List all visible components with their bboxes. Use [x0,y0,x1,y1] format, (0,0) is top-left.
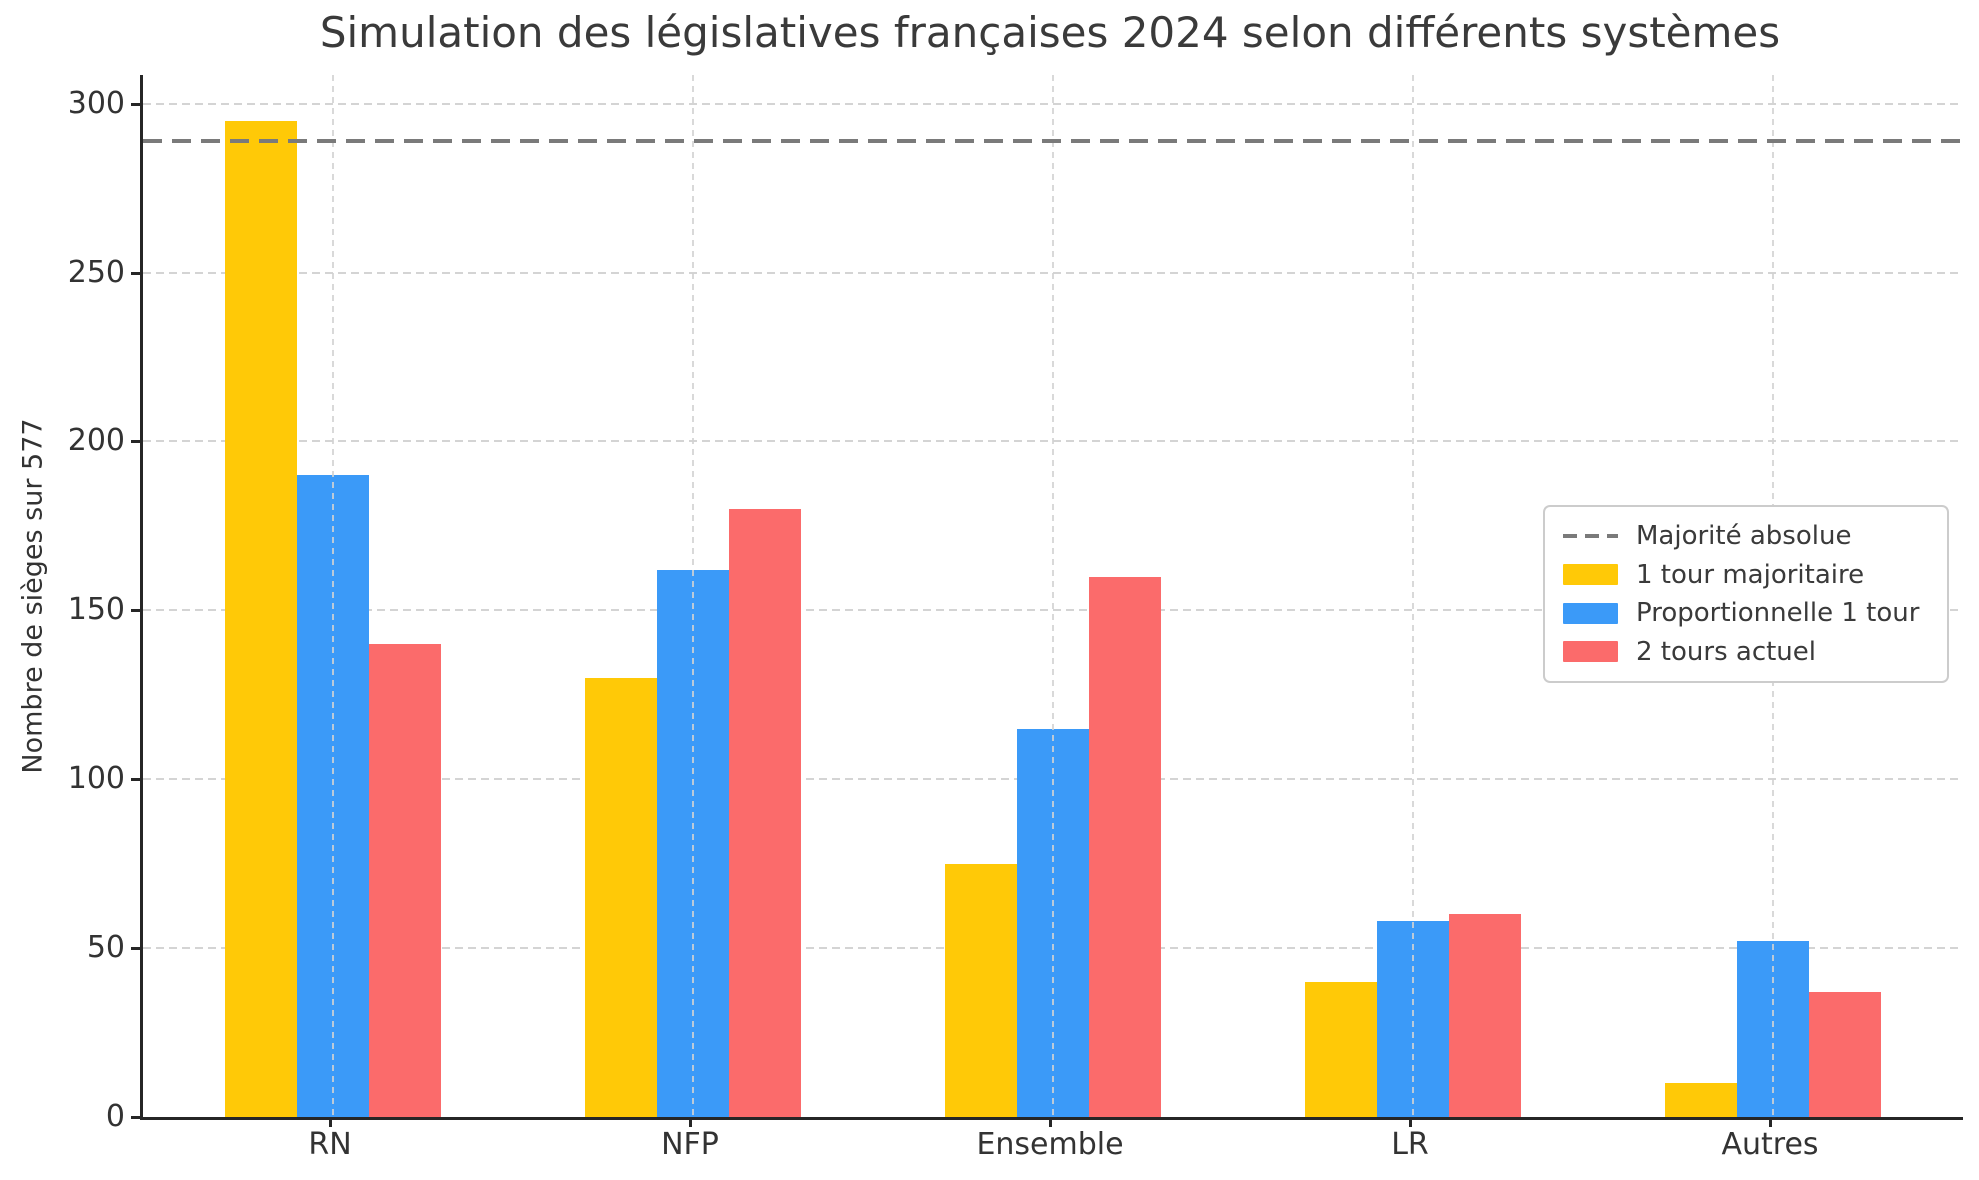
bar-nfp-2-tours-actuel [729,509,801,1117]
y-tick-mark-200 [131,440,140,444]
y-tick-mark-50 [131,947,140,951]
x-tick-mark-autres [1769,1117,1772,1127]
y-tick-mark-300 [131,102,140,106]
x-tick-label-nfp: NFP [661,1127,719,1162]
bar-lr-1-tour-majoritaire [1305,981,1377,1117]
x-tick-label-autres: Autres [1721,1127,1819,1162]
bar-ensemble-1-tour-majoritaire [945,863,1017,1117]
bar-rn-1-tour-majoritaire [225,120,297,1117]
series-color-swatch [1563,564,1618,586]
bar-rn-2-tours-actuel [369,644,441,1117]
bar-ensemble-2-tours-actuel [1089,576,1161,1117]
y-tick-mark-250 [131,271,140,275]
plot-area [140,75,1963,1120]
y-tick-mark-100 [131,778,140,782]
legend-item-1-tour-majoritaire: 1 tour majoritaire [1563,560,1929,590]
chart-title: Simulation des législatives françaises 2… [319,8,1781,57]
v-gridline-ensemble [1052,75,1054,1117]
y-tick-label-50: 50 [86,930,125,966]
dashed-line-swatch [1563,534,1618,539]
x-tick-label-ensemble: Ensemble [976,1127,1124,1162]
v-gridline-rn [332,75,334,1117]
y-tick-label-250: 250 [67,254,125,290]
v-gridline-nfp [692,75,694,1117]
bar-lr-2-tours-actuel [1449,914,1521,1117]
y-tick-mark-150 [131,609,140,613]
majority-line [143,138,1963,143]
series-color-swatch [1563,641,1618,663]
legend-label: Majorité absolue [1636,521,1852,552]
legend-label: Proportionnelle 1 tour [1636,598,1920,629]
legend-label: 1 tour majoritaire [1636,559,1865,590]
bar-nfp-1-tour-majoritaire [585,677,657,1117]
legend-item-majorite-absolue: Majorité absolue [1563,521,1929,551]
legend-label: 2 tours actuel [1636,636,1817,667]
y-tick-label-200: 200 [67,423,125,459]
bar-autres-2-tours-actuel [1809,992,1881,1117]
x-tick-mark-ensemble [1049,1117,1052,1127]
series-color-swatch [1563,602,1618,624]
y-tick-mark-0 [131,1116,140,1119]
v-gridline-lr [1412,75,1414,1117]
y-tick-label-300: 300 [67,85,125,121]
y-tick-label-0: 0 [105,1099,125,1134]
x-tick-mark-nfp [689,1117,692,1127]
x-tick-label-lr: LR [1391,1127,1429,1162]
x-tick-mark-lr [1409,1117,1412,1127]
y-tick-label-150: 150 [67,592,125,628]
bar-autres-1-tour-majoritaire [1665,1083,1737,1117]
legend-item-proportionnelle-1-tour: Proportionnelle 1 tour [1563,598,1929,628]
x-tick-mark-rn [329,1117,332,1127]
y-tick-label-100: 100 [67,761,125,797]
legend: Majorité absolue 1 tour majoritaire Prop… [1543,505,1949,683]
x-tick-label-rn: RN [308,1127,352,1162]
legend-item-2-tours-actuel: 2 tours actuel [1563,637,1929,667]
